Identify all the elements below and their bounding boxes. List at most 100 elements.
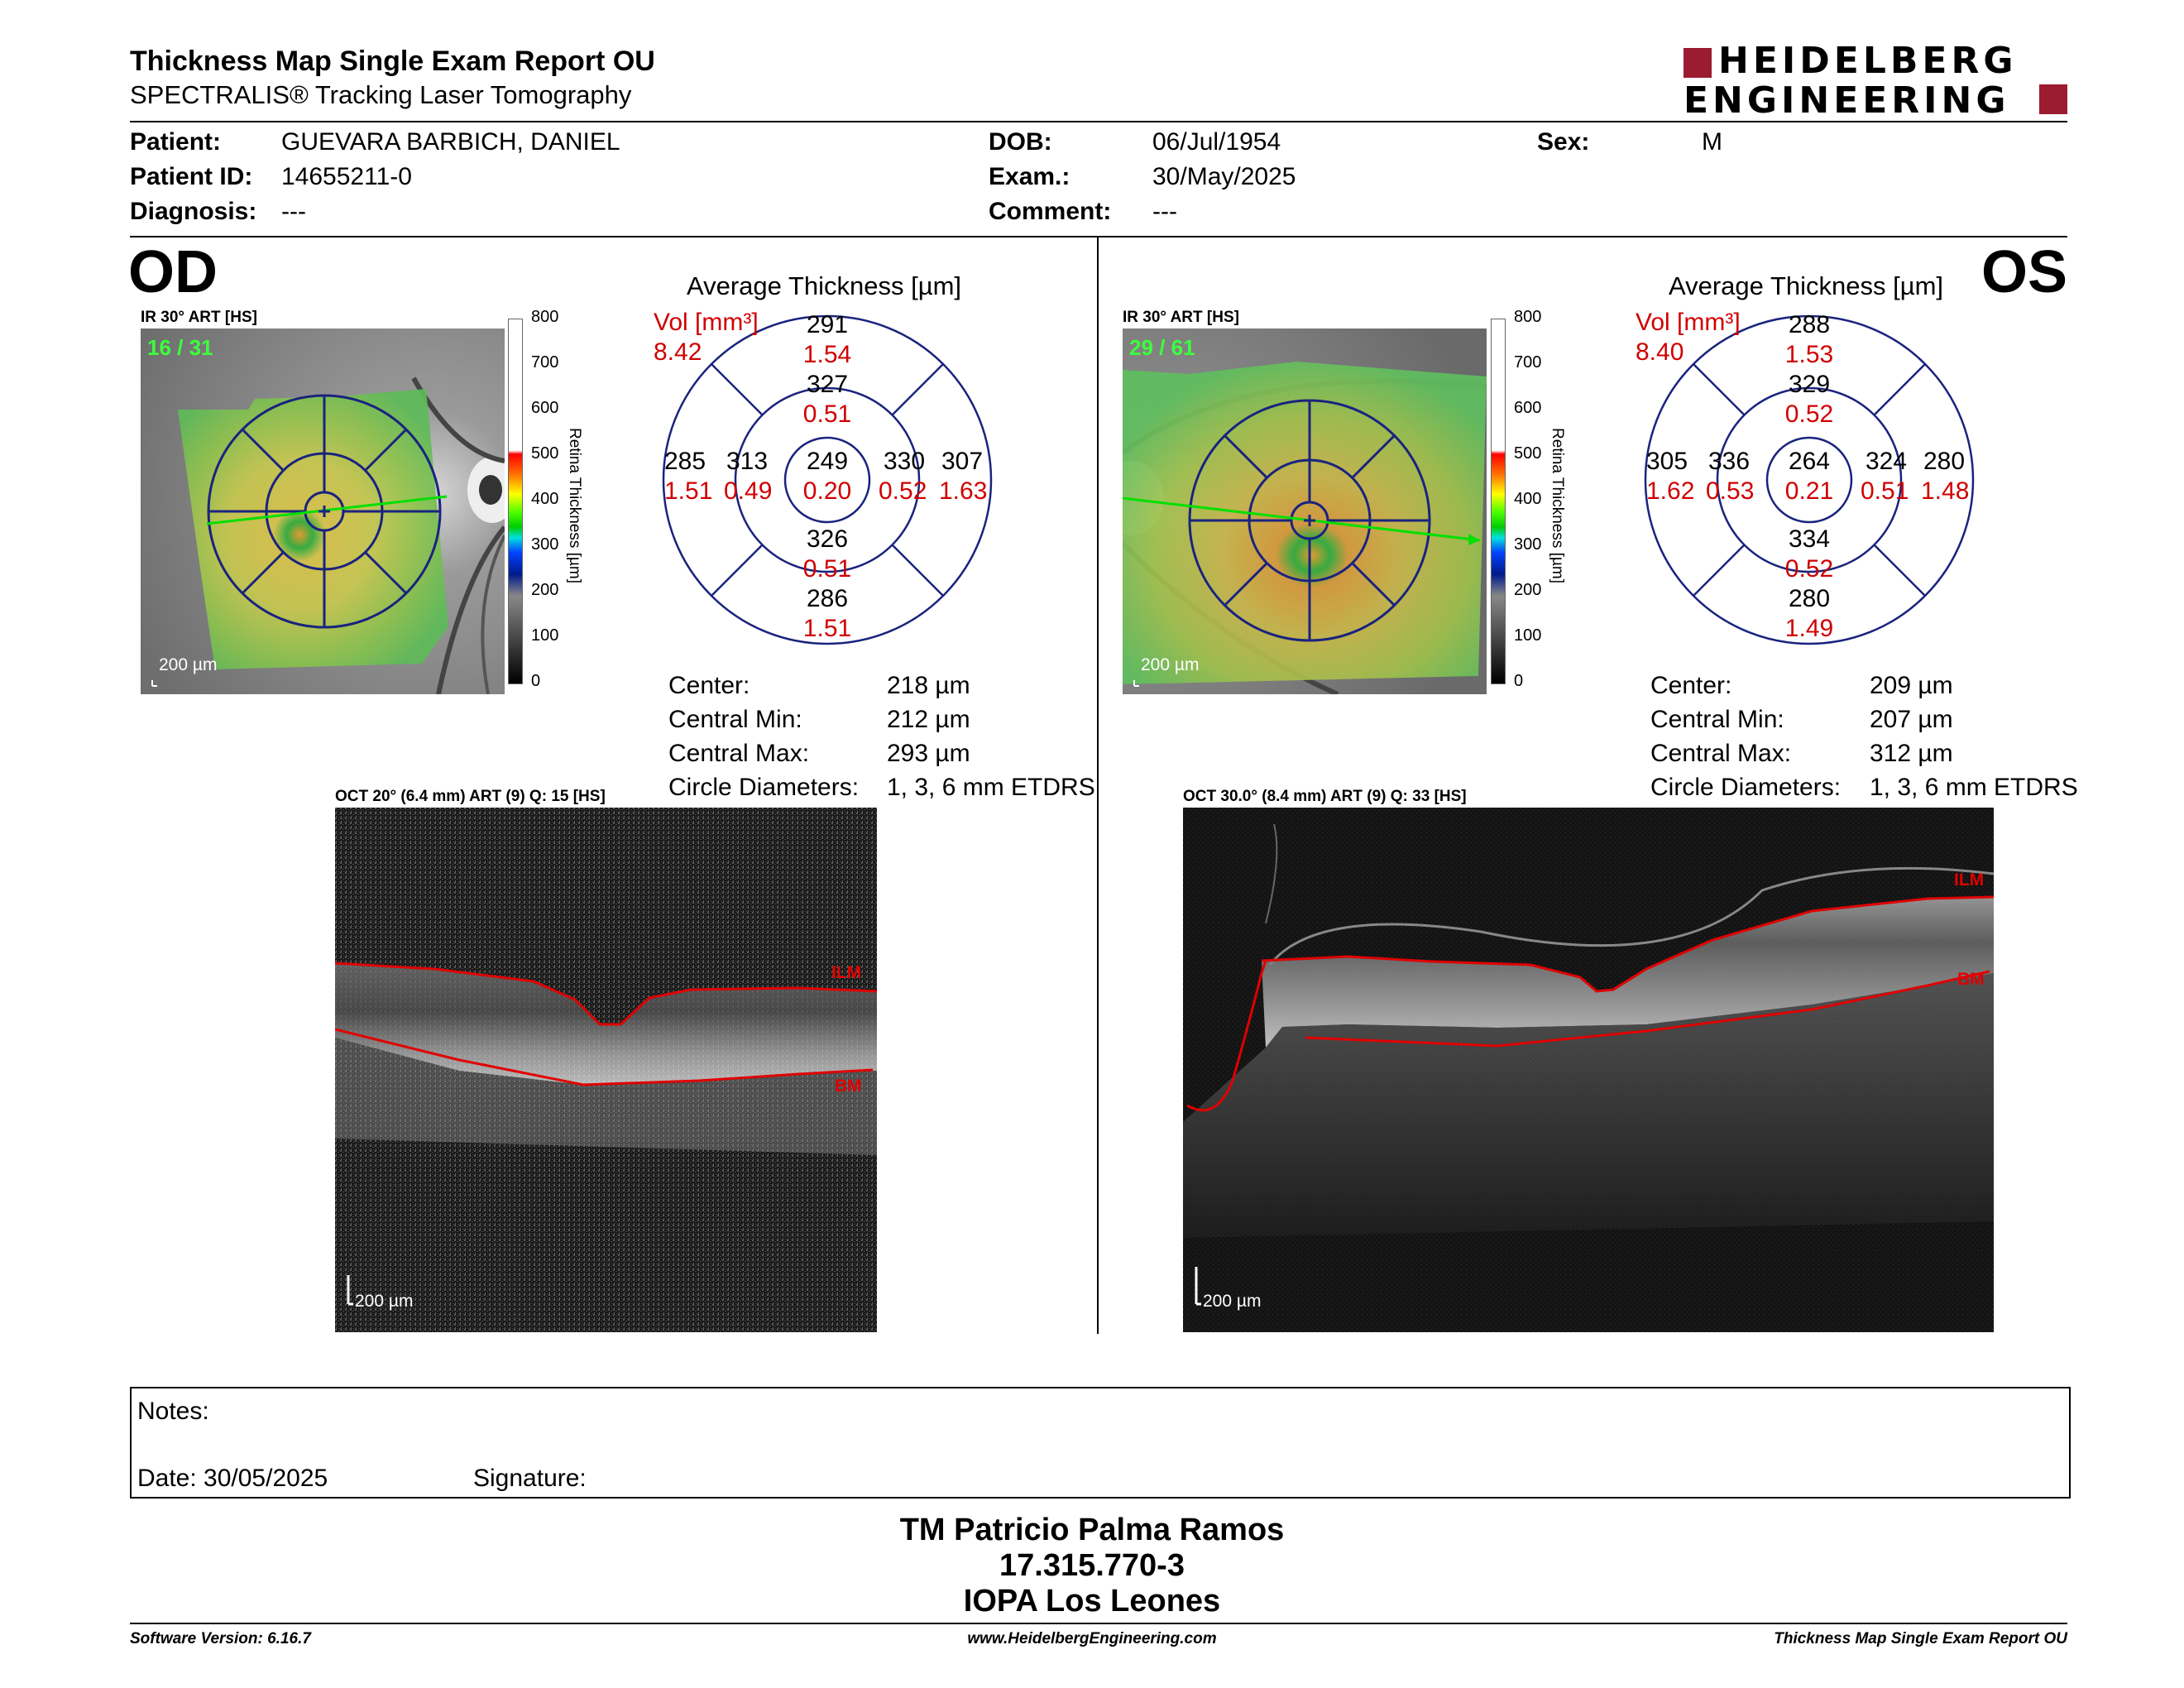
diagnosis-value: --- [281,198,306,225]
od-colorbar-tick-200: 200 [531,581,559,599]
os-eye-label: OS [1981,239,2068,305]
od-center-value: 218 µm [887,672,970,699]
date-label: Date: 30/05/2025 [137,1465,328,1492]
os-colorbar-tick-0: 0 [1514,672,1524,690]
os-outer-sup-volume: 1.53 [1784,341,1834,368]
os-bm-label: BM [1957,970,1985,989]
os-ir-image: 29 / 61 200 µm [1098,328,1487,697]
od-inner-inf-volume: 0.51 [802,555,852,583]
os-min-value: 207 µm [1870,706,1953,733]
od-stats-values: 218 µm 212 µm 293 µm 1, 3, 6 mm ETDRS [887,669,1095,804]
od-colorbar-tick-800: 800 [531,308,559,326]
footer-report-title: Thickness Map Single Exam Report OU [1774,1630,2067,1647]
od-stats-labels: Center: Central Min: Central Max: Circle… [668,669,859,804]
od-colorbar-title: Retina Thickness [µm] [566,428,583,583]
od-vol-value: 8.42 [654,338,702,366]
od-frame-count: 16 / 31 [147,335,213,360]
od-inner-left-thickness: 313 [726,448,769,475]
od-center-label: Center: [668,672,750,699]
os-colorbar-tick-800: 800 [1514,308,1542,326]
os-oct-image: ILM BM 200 µm [1183,808,1994,1332]
os-center-label: Center: [1650,672,1732,699]
os-vol-value: 8.40 [1636,338,1684,366]
os-outer-inf-volume: 1.49 [1784,615,1834,642]
os-colorbar: 800 700 600 500 400 300 200 100 0 Retina… [1489,308,1588,690]
patient-value: GUEVARA BARBICH, DANIEL [281,128,620,156]
os-ir-label: IR 30° ART [HS] [1123,309,1239,326]
od-ir-label: IR 30° ART [HS] [141,309,257,326]
od-oct-image: ILM BM 200 µm [335,808,877,1332]
od-outer-left-volume: 1.51 [664,477,713,505]
od-outer-left-thickness: 285 [664,448,706,475]
os-stats-values: 209 µm 207 µm 312 µm 1, 3, 6 mm ETDRS [1870,669,2078,804]
signer-id: 17.315.770-3 [999,1548,1185,1583]
os-colorbar-tick-400: 400 [1514,490,1542,508]
os-vol-label: Vol [mm³] [1636,309,1741,336]
os-inner-right-thickness: 324 [1866,448,1908,475]
os-colorbar-tick-300: 300 [1514,535,1542,554]
os-vol-box: Vol [mm³] 8.40 [1636,308,1741,367]
signer-name: TM Patricio Palma Ramos [899,1513,1285,1547]
od-etdrs-values: 291 1.54 327 0.51 249 0.20 326 0.51 286 … [654,306,1001,654]
report-subtitle: SPECTRALIS® Tracking Laser Tomography [130,80,632,109]
od-oct-label: OCT 20° (6.4 mm) ART (9) Q: 15 [HS] [335,788,606,805]
os-min-label: Central Min: [1650,706,1784,733]
os-frame-count: 29 / 61 [1129,335,1195,360]
od-diam-value: 1, 3, 6 mm ETDRS [887,774,1095,801]
os-oct-label: OCT 30.0° (8.4 mm) ART (9) Q: 33 [HS] [1183,788,1467,805]
os-etdrs-grid [1636,306,1983,654]
os-inner-left-thickness: 336 [1708,448,1751,475]
od-vol-label: Vol [mm³] [654,309,759,336]
od-vol-box: Vol [mm³] 8.42 [654,308,759,367]
comment-value: --- [1152,198,1177,225]
os-colorbar-tick-600: 600 [1514,399,1542,417]
os-diam-value: 1, 3, 6 mm ETDRS [1870,774,2078,801]
od-inner-right-volume: 0.52 [879,477,927,505]
os-max-value: 312 µm [1870,740,1953,767]
os-center-value: 209 µm [1870,672,1953,699]
os-outer-right-volume: 1.48 [1921,477,1970,505]
os-outer-left-volume: 1.62 [1646,477,1695,505]
diagnosis-label: Diagnosis: [130,198,257,225]
software-version: Software Version: 6.16.7 [130,1630,311,1647]
patient-id-value: 14655211-0 [281,163,412,190]
od-min-value: 212 µm [887,706,970,733]
od-inner-right-thickness: 330 [884,448,926,475]
os-inner-right-volume: 0.51 [1861,477,1909,505]
od-diam-label: Circle Diameters: [668,774,860,801]
sex-label: Sex: [1537,128,1590,156]
od-avg-title: Average Thickness [µm] [687,271,962,300]
od-colorbar-tick-300: 300 [531,535,559,554]
logo-line2: ENGINEERING [1684,79,2010,122]
od-max-label: Central Max: [668,740,810,767]
os-ilm-label: ILM [1954,870,1985,890]
heidelberg-logo: HEIDELBERG ENGINEERING [1684,40,2068,122]
os-inner-inf-volume: 0.52 [1784,555,1834,583]
dob-label: DOB: [989,128,1052,156]
exam-value: 30/May/2025 [1152,163,1296,190]
od-ilm-label: ILM [831,963,862,982]
od-min-label: Central Min: [668,706,802,733]
os-ir-scale: 200 µm [1141,655,1200,674]
od-outer-inf-thickness: 286 [806,585,849,612]
report-title: Thickness Map Single Exam Report OU [130,46,655,77]
os-colorbar-title: Retina Thickness [µm] [1549,428,1566,583]
signer-place: IOPA Los Leones [963,1584,1221,1618]
os-oct-scale: 200 µm [1203,1292,1262,1311]
od-outer-right-thickness: 307 [941,448,984,475]
od-bm-label: BM [835,1077,862,1096]
os-outer-right-thickness: 280 [1923,448,1966,475]
os-center-volume: 0.21 [1784,477,1834,505]
notes-label: Notes: [137,1398,209,1425]
dob-value: 06/Jul/1954 [1152,128,1281,156]
od-outer-sup-volume: 1.54 [802,341,852,368]
website-link[interactable]: www.HeidelbergEngineering.com [967,1630,1217,1647]
os-colorbar-tick-700: 700 [1514,353,1542,372]
od-inner-sup-volume: 0.51 [802,400,852,428]
od-colorbar-tick-100: 100 [531,626,559,645]
od-outer-right-volume: 1.63 [939,477,988,505]
od-max-value: 293 µm [887,740,970,767]
os-colorbar-tick-100: 100 [1514,626,1542,645]
os-etdrs-values: 288 1.53 329 0.52 264 0.21 334 0.52 280 … [1636,306,1983,654]
exam-label: Exam.: [989,163,1070,190]
